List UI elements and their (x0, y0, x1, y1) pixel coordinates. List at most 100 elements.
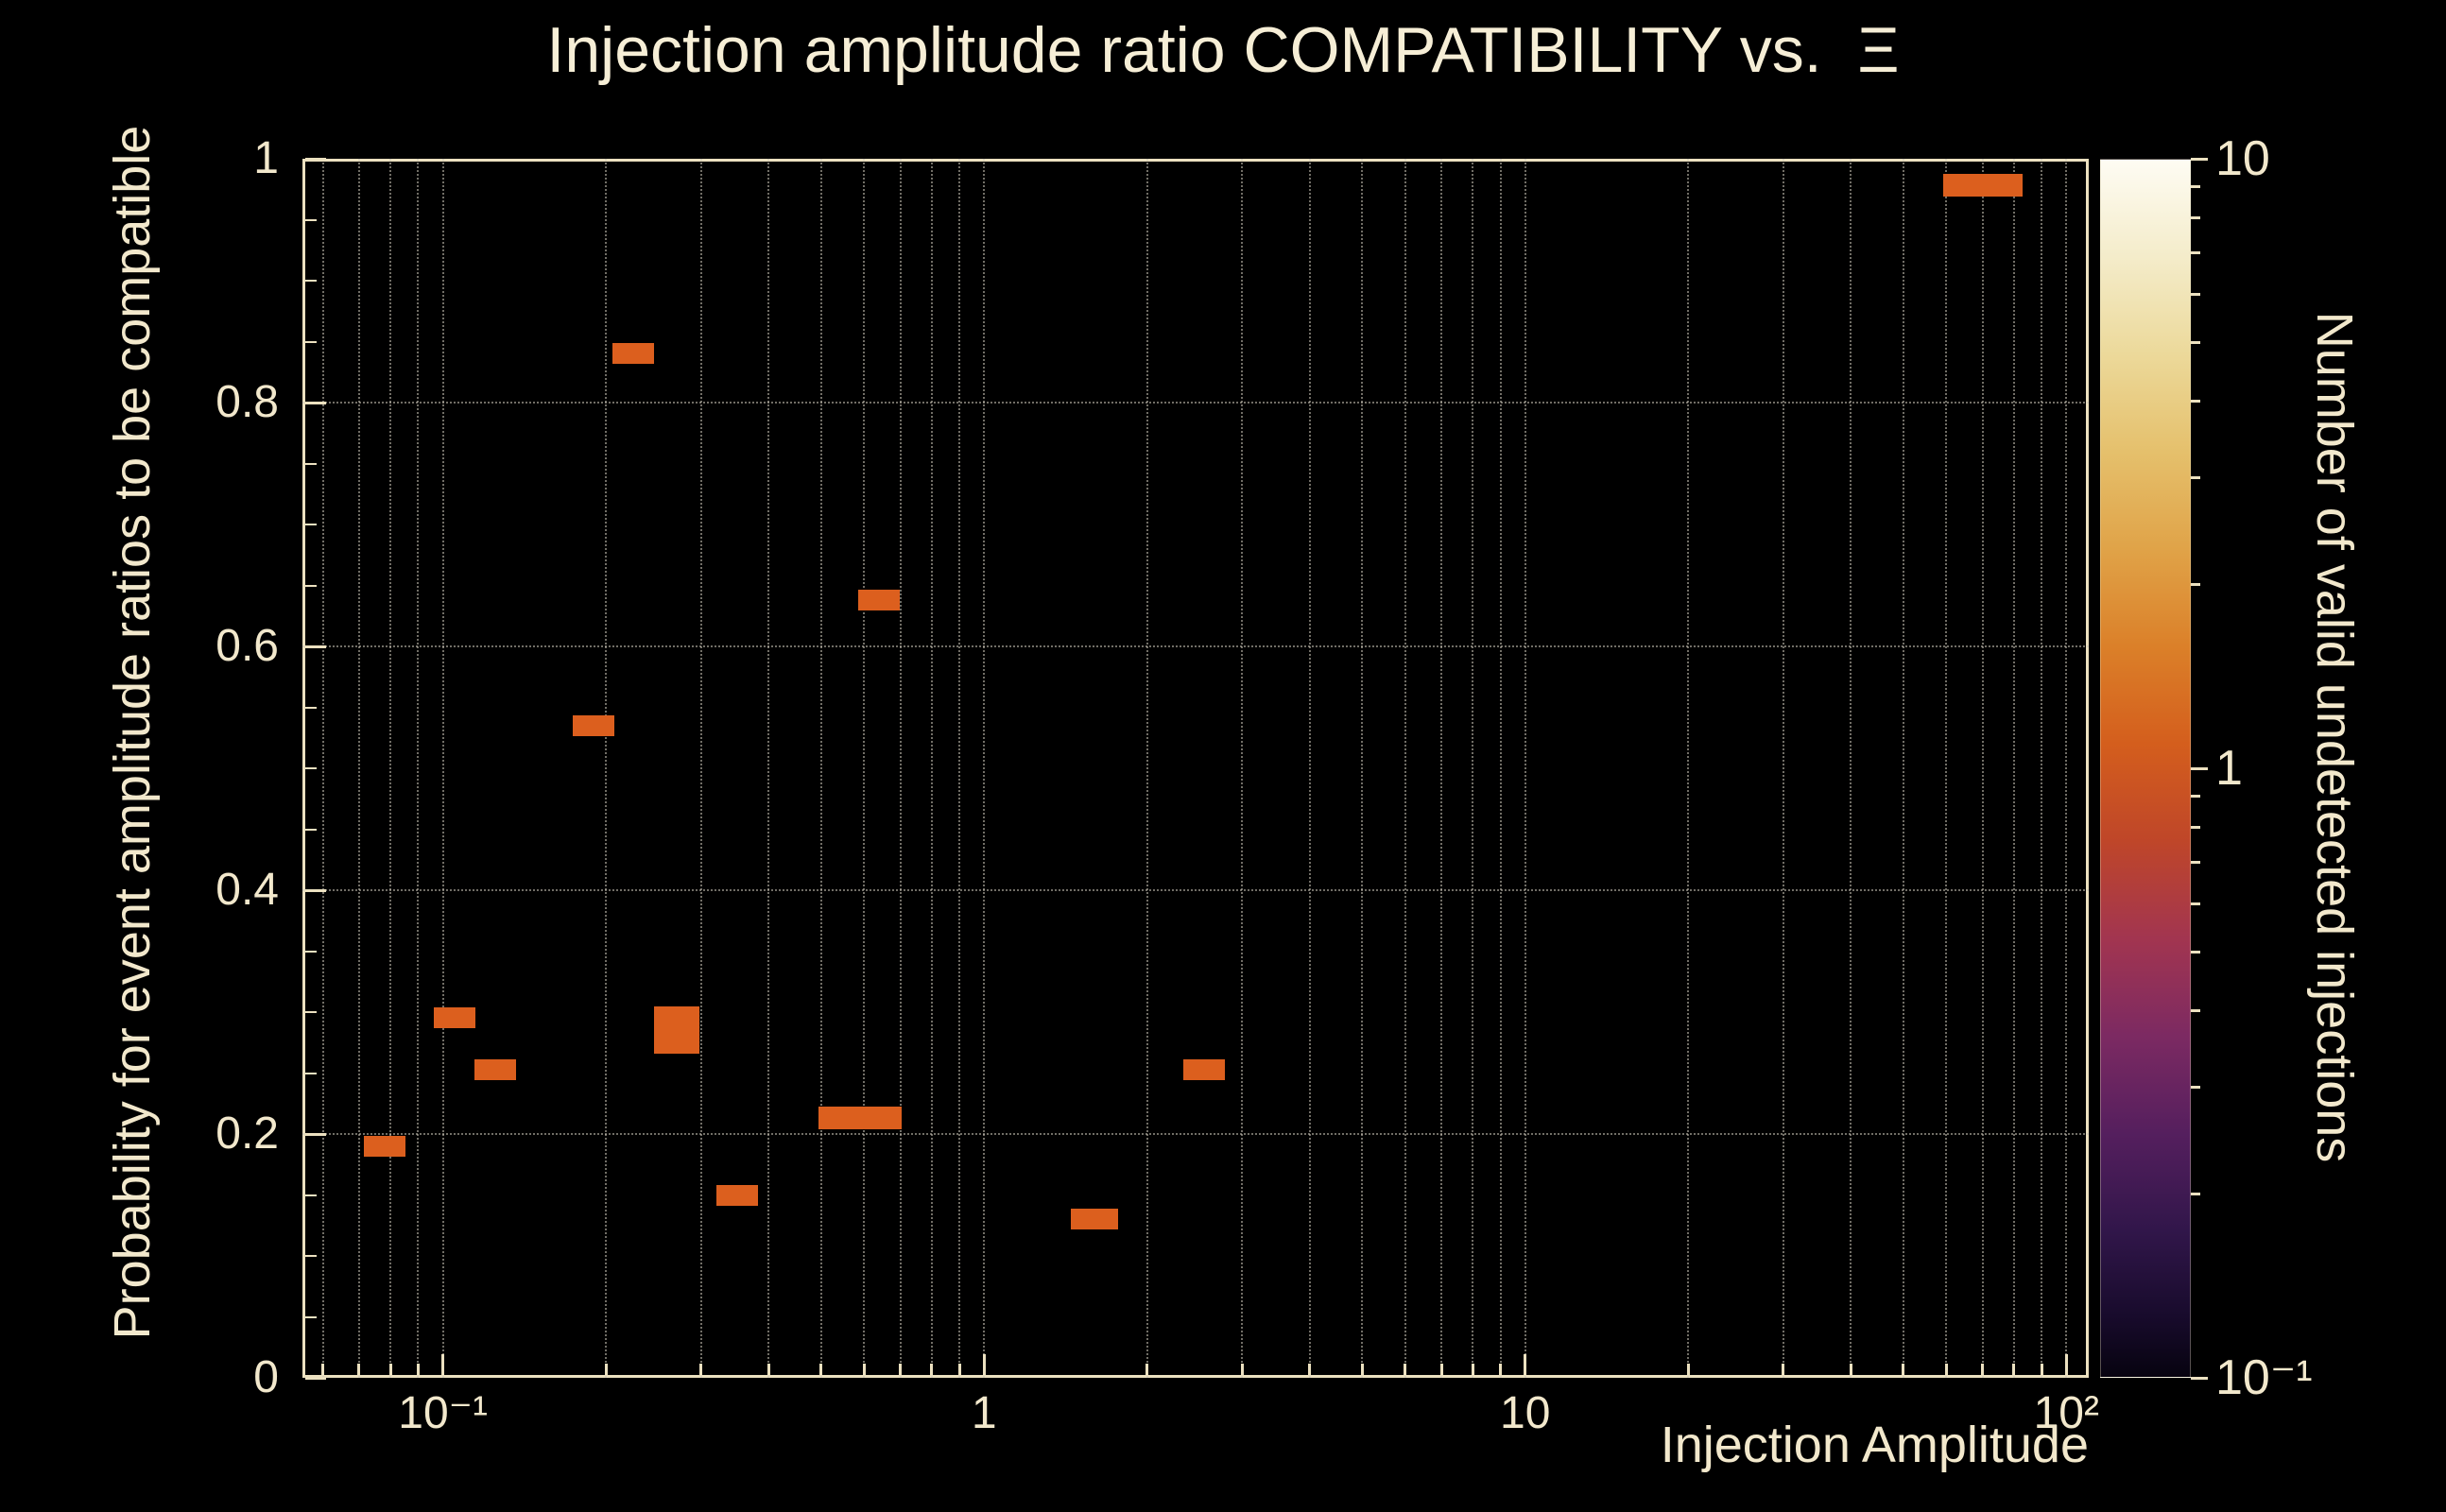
x-minor-tick (899, 1364, 902, 1375)
data-point (1182, 1058, 1225, 1080)
x-gridline (1945, 159, 1948, 1378)
y-major-tick (305, 644, 326, 648)
x-gridline (1782, 159, 1784, 1378)
y-tick-label: 1 (253, 133, 279, 183)
colorbar-tick-label: 10 (2215, 131, 2270, 186)
y-major-tick (305, 888, 326, 892)
x-gridline (417, 159, 420, 1378)
x-gridline (983, 159, 986, 1378)
colorbar-minor-tick (2191, 475, 2200, 479)
x-gridline (1687, 159, 1690, 1378)
x-minor-tick (2012, 1364, 2016, 1375)
colorbar-minor-tick (2191, 340, 2200, 344)
colorbar-minor-tick (2191, 826, 2200, 829)
y-minor-tick (305, 524, 317, 525)
x-tick-label: 10 (1500, 1388, 1551, 1438)
x-major-tick (982, 1354, 986, 1375)
x-gridline (1981, 159, 1984, 1378)
x-tick-label: 10⁻¹ (398, 1388, 488, 1438)
x-tick-label: 10² (2033, 1388, 2099, 1438)
x-minor-tick (1360, 1364, 1364, 1375)
y-minor-tick (305, 1011, 317, 1013)
x-minor-tick (1902, 1364, 1905, 1375)
x-minor-tick (930, 1364, 934, 1375)
data-point (1071, 1209, 1119, 1230)
x-gridline (2041, 159, 2043, 1378)
x-gridline (958, 159, 960, 1378)
x-gridline (321, 159, 324, 1378)
x-minor-tick (1145, 1364, 1149, 1375)
x-minor-tick (388, 1364, 392, 1375)
y-tick-label: 0.4 (215, 865, 279, 915)
y-minor-tick (305, 584, 317, 587)
x-gridline (767, 159, 770, 1378)
data-point (612, 343, 655, 365)
y-minor-tick (305, 218, 317, 221)
x-minor-tick (1240, 1364, 1244, 1375)
x-major-tick (2064, 1354, 2068, 1375)
colorbar-tick-label: 10⁻¹ (2215, 1350, 2313, 1405)
colorbar-minor-tick (2191, 583, 2200, 587)
y-minor-tick (305, 950, 317, 953)
x-gridline (1440, 159, 1443, 1378)
colorbar-gradient (2100, 159, 2191, 1378)
x-gridline (1850, 159, 1852, 1378)
y-minor-tick (305, 706, 317, 709)
x-minor-tick (1439, 1364, 1443, 1375)
x-minor-tick (604, 1364, 608, 1375)
x-gridline (1241, 159, 1244, 1378)
x-gridline (441, 159, 444, 1378)
x-gridline (1902, 159, 1904, 1378)
x-minor-tick (1849, 1364, 1852, 1375)
x-minor-tick (1944, 1364, 1948, 1375)
x-gridline (899, 159, 902, 1378)
colorbar-minor-tick (2191, 292, 2200, 296)
x-minor-tick (1308, 1364, 1312, 1375)
y-minor-tick (305, 828, 317, 831)
x-minor-tick (767, 1364, 770, 1375)
x-minor-tick (416, 1364, 420, 1375)
data-point (818, 1107, 902, 1130)
y-gridline (302, 1133, 2089, 1135)
x-minor-tick (699, 1364, 703, 1375)
x-gridline (699, 159, 702, 1378)
colorbar-minor-tick (2191, 185, 2200, 188)
colorbar-minor-tick (2191, 902, 2200, 905)
x-minor-tick (1782, 1364, 1785, 1375)
y-gridline (302, 402, 2089, 404)
y-minor-tick (305, 1194, 317, 1196)
x-gridline (819, 159, 822, 1378)
y-tick-label: 0.8 (215, 377, 279, 427)
data-point (858, 589, 901, 610)
x-gridline (2012, 159, 2015, 1378)
x-major-tick (1524, 1354, 1527, 1375)
colorbar-minor-tick (2191, 795, 2200, 798)
colorbar-minor-tick (2191, 861, 2200, 865)
data-point (363, 1135, 405, 1157)
y-minor-tick (305, 462, 317, 465)
x-minor-tick (2040, 1364, 2043, 1375)
x-gridline (2065, 159, 2068, 1378)
y-major-tick (305, 401, 326, 404)
data-point (716, 1184, 759, 1206)
x-gridline (1308, 159, 1311, 1378)
colorbar-minor-tick (2191, 400, 2200, 404)
x-gridline (863, 159, 866, 1378)
x-gridline (389, 159, 392, 1378)
data-point (474, 1058, 517, 1080)
y-minor-tick (305, 280, 317, 282)
x-gridline (1499, 159, 1502, 1378)
x-minor-tick (819, 1364, 823, 1375)
y-minor-tick (305, 1315, 317, 1318)
x-gridline (1361, 159, 1364, 1378)
x-gridline (1145, 159, 1148, 1378)
colorbar-minor-tick (2191, 251, 2200, 255)
data-point (433, 1007, 475, 1029)
x-minor-tick (1686, 1364, 1690, 1375)
colorbar-major-tick (2191, 766, 2208, 770)
y-minor-tick (305, 767, 317, 769)
colorbar-tick-label: 1 (2215, 741, 2243, 796)
chart-title: Injection amplitude ratio COMPATIBILITY … (546, 14, 1900, 86)
data-point (1942, 174, 2023, 198)
